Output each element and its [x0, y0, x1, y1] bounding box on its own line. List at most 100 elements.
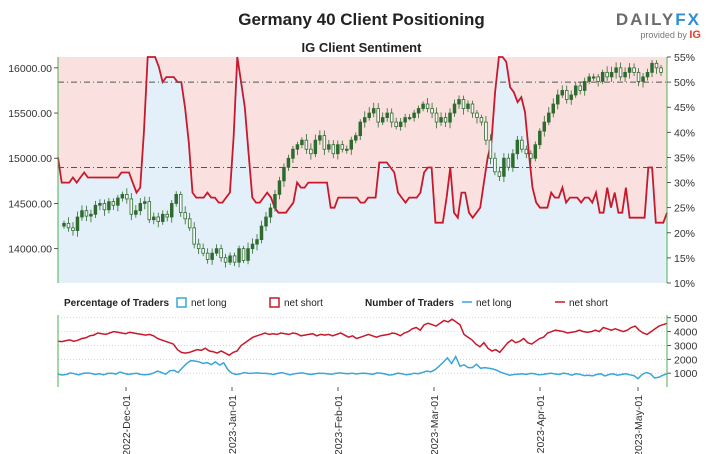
candle-body-111: [560, 90, 564, 96]
candle-body-117: [587, 76, 591, 82]
legend-num-short-label: net short: [569, 298, 608, 309]
candle-body-42: [250, 243, 255, 250]
candle-body-92: [475, 112, 479, 118]
candle-body-73: [389, 112, 394, 123]
right-tick-label-3: 25%: [674, 203, 695, 215]
candle-body-106: [538, 130, 542, 146]
chart-subtitle: IG Client Sentiment: [301, 40, 422, 55]
candle-body-31: [201, 248, 205, 254]
sentiment-areas: [57, 56, 668, 283]
candle-body-34: [214, 248, 219, 254]
candle-body-58: [322, 135, 327, 150]
candle-body-50: [286, 157, 291, 168]
candle-body-109: [551, 103, 556, 114]
dailyfx-logo: DAILYFX provided by IG: [616, 10, 701, 41]
candle-body-40: [241, 248, 246, 261]
candle-body-100: [511, 153, 515, 168]
candle-body-53: [300, 139, 304, 146]
reference-lines: [58, 81, 667, 168]
legend-pct-long-label: net long: [191, 298, 227, 309]
net-short-area: [58, 57, 667, 223]
candle-body-5: [84, 210, 89, 217]
candle-body-99: [506, 157, 511, 168]
candle-body-46: [268, 207, 273, 218]
candle-body-76: [403, 117, 407, 123]
right-tick-label-9: 55%: [674, 52, 695, 64]
candle-body-103: [524, 148, 529, 155]
candle-body-26: [178, 194, 183, 213]
legend-num-title: Number of Traders: [365, 298, 454, 309]
candle-body-120: [600, 71, 605, 82]
candle-body-21: [156, 216, 160, 222]
candle-body-132: [654, 62, 659, 69]
net-short-traders-line: [57, 318, 668, 357]
x-tick-label-0: 2022-Dec-01: [121, 395, 133, 454]
candle-body-114: [573, 85, 578, 96]
candle-body-94: [484, 121, 488, 141]
candle-body-6: [89, 213, 93, 217]
candle-body-39: [237, 248, 241, 263]
right-tick-label-8: 50%: [674, 77, 695, 89]
candle-body-107: [542, 121, 547, 132]
candle-body-77: [407, 117, 412, 120]
right-tick-label-1: 15%: [674, 253, 695, 265]
candle-body-105: [533, 144, 538, 159]
left-tick-label-4: 16000.00: [8, 63, 52, 75]
main-axes: 14000.00 14500.00 15000.00 15500.00 16000.00…: [8, 52, 695, 290]
brand-ig: IG: [689, 29, 701, 41]
candle-body-69: [371, 108, 376, 114]
candle-body-28: [187, 218, 192, 229]
candle-body-123: [614, 67, 618, 73]
candle-body-59: [327, 144, 331, 150]
candle-body-49: [282, 166, 286, 182]
candle-body-60: [331, 144, 336, 155]
candle-body-37: [228, 255, 232, 263]
candle-body-78: [412, 112, 416, 118]
candle-body-98: [502, 157, 506, 177]
candle-body-128: [636, 71, 641, 82]
candle-body-33: [210, 252, 214, 260]
candle-body-62: [340, 144, 345, 150]
sub-tick-label-0: 1000: [674, 368, 698, 380]
candle-body-13: [120, 194, 125, 199]
candle-body-17: [138, 203, 143, 212]
candle-body-55: [309, 148, 313, 155]
candle-body-90: [466, 103, 470, 109]
candle-body-36: [223, 257, 228, 263]
candle-body-4: [80, 210, 84, 218]
candle-body-25: [174, 194, 178, 204]
candle-body-79: [416, 108, 421, 114]
legend-pct-long-swatch: [176, 297, 187, 308]
price-candles: [62, 59, 663, 268]
candle-body-104: [529, 153, 533, 159]
candle-body-12: [116, 197, 120, 206]
right-tick-label-5: 35%: [674, 152, 695, 164]
candle-body-57: [318, 135, 322, 141]
candle-body-64: [349, 139, 354, 150]
candle-body-61: [336, 144, 340, 155]
candle-body-35: [219, 248, 223, 259]
candle-body-87: [452, 103, 457, 114]
candle-body-110: [556, 94, 560, 105]
candle-body-126: [627, 67, 632, 73]
candle-body-27: [183, 212, 187, 220]
sub-tick-label-3: 4000: [674, 327, 698, 339]
candle-body-102: [520, 139, 524, 150]
legend-row: Percentage of Traders net long net short…: [64, 297, 608, 309]
candle-body-133: [659, 67, 663, 73]
left-tick-label-1: 14500.00: [8, 198, 52, 210]
candle-body-30: [196, 243, 201, 250]
candle-body-91: [470, 103, 475, 114]
right-tick-label-2: 20%: [674, 228, 695, 240]
candle-body-118: [591, 76, 596, 79]
candle-body-19: [147, 201, 152, 221]
candle-body-24: [169, 203, 174, 218]
net-short-line: [57, 56, 668, 224]
left-tick-label-3: 15500.00: [8, 108, 52, 120]
candle-body-82: [430, 108, 434, 114]
candle-body-89: [461, 99, 466, 109]
candle-body-9: [102, 203, 107, 211]
candle-body-108: [547, 112, 551, 123]
candle-body-16: [134, 210, 138, 215]
candle-body-20: [152, 216, 156, 221]
